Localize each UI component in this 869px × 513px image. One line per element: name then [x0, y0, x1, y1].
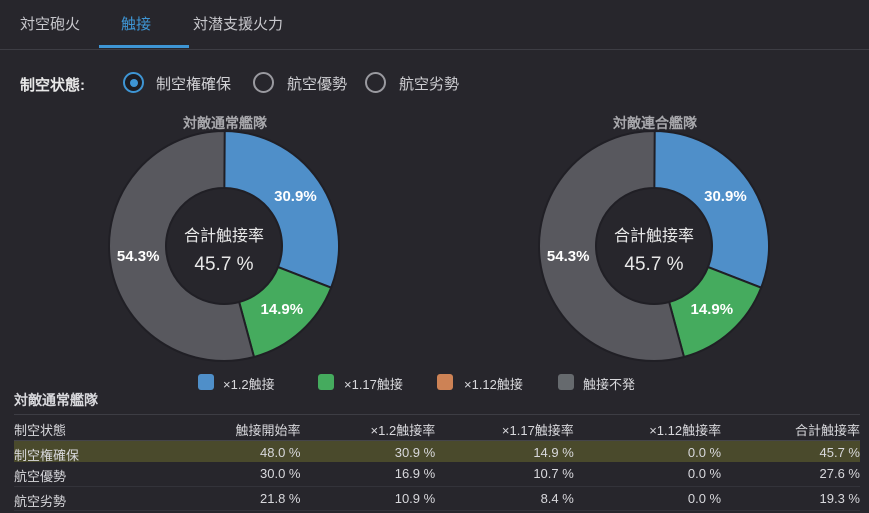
svg-text:45.7 %: 45.7 %	[624, 254, 683, 275]
svg-text:54.3%: 54.3%	[117, 248, 160, 265]
svg-text:合計触接率: 合計触接率	[614, 227, 694, 245]
svg-text:30.9%: 30.9%	[274, 188, 317, 205]
svg-text:14.9%: 14.9%	[691, 301, 734, 318]
svg-text:45.7 %: 45.7 %	[194, 254, 253, 275]
svg-text:合計触接率: 合計触接率	[184, 227, 264, 245]
svg-text:54.3%: 54.3%	[547, 248, 590, 265]
svg-text:30.9%: 30.9%	[704, 188, 747, 205]
svg-text:14.9%: 14.9%	[261, 301, 304, 318]
